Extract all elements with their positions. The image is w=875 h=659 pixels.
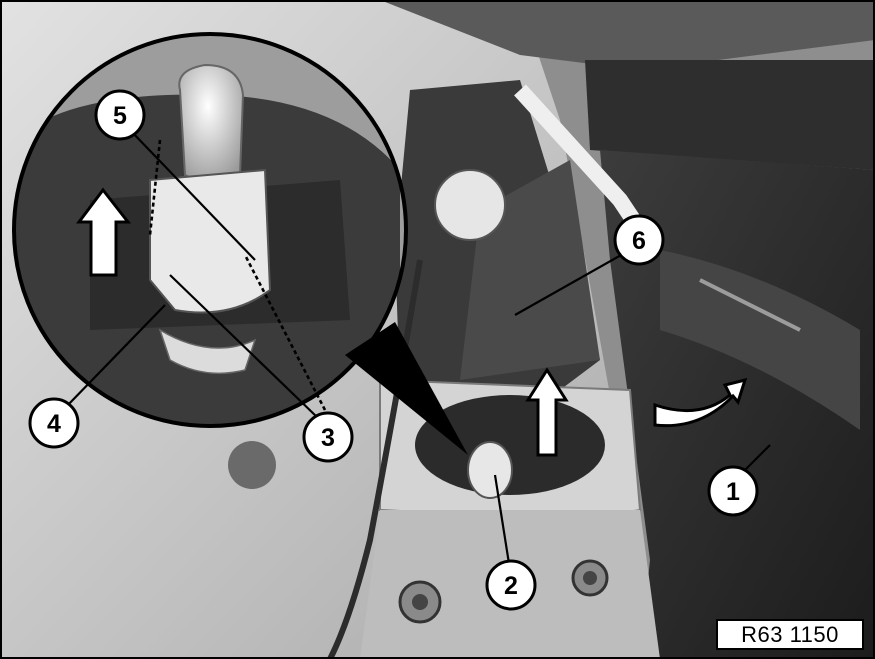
callout-1-label: 1: [726, 478, 740, 506]
callout-3: 3: [302, 411, 354, 463]
leader-2: [493, 474, 512, 571]
callout-2: 2: [485, 559, 537, 611]
figure-id-label: R63 1150: [716, 619, 864, 650]
callout-5-label: 5: [113, 102, 127, 130]
callout-6: 6: [613, 214, 665, 266]
leader-4: [64, 304, 166, 409]
callout-6-label: 6: [632, 227, 646, 255]
magnified-inset: [12, 32, 468, 455]
leader-5: [129, 129, 256, 261]
callout-1: 1: [707, 465, 759, 517]
callout-2-label: 2: [504, 572, 518, 600]
callout-5: 5: [94, 89, 146, 141]
leader-3: [169, 274, 319, 419]
leader-3-dashed: [243, 254, 327, 411]
leader-lines: [64, 129, 771, 571]
leader-5-dashed: [148, 139, 162, 236]
callout-3-label: 3: [321, 424, 335, 452]
callout-4: 4: [28, 397, 80, 449]
callout-4-label: 4: [47, 410, 61, 438]
leader-6: [514, 249, 631, 316]
